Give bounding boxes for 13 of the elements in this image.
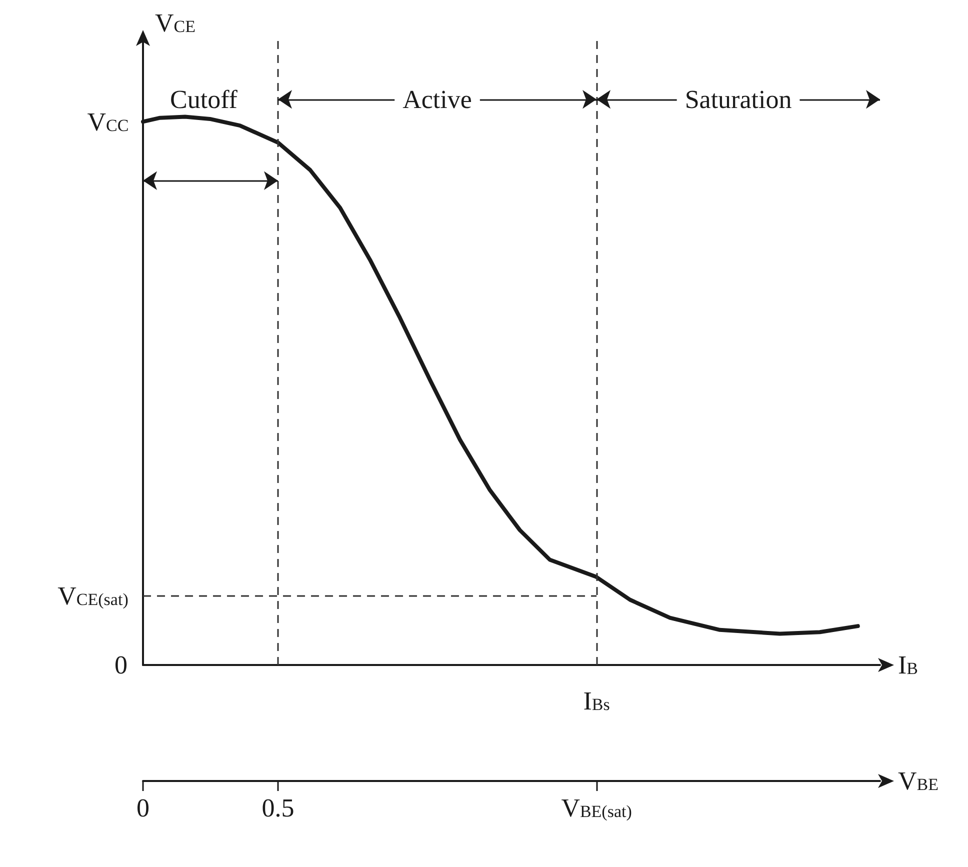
annotation: VCC [87, 108, 129, 137]
text: Cutoff [170, 84, 238, 114]
x2-axis-title: IB [898, 650, 918, 680]
ref-line-label: VCE(sat) [58, 581, 128, 610]
x-tick-label: 0.5 [262, 794, 294, 822]
text: Active [402, 84, 472, 114]
x-tick-label: VBE(sat) [561, 794, 632, 822]
x-axis-title: VBE [898, 766, 939, 796]
text: Saturation [684, 84, 792, 114]
x-tick-label: 0 [136, 794, 150, 822]
text: 0 [114, 650, 128, 680]
y-axis-title: VCE [155, 8, 196, 38]
text: IBs [583, 686, 610, 716]
